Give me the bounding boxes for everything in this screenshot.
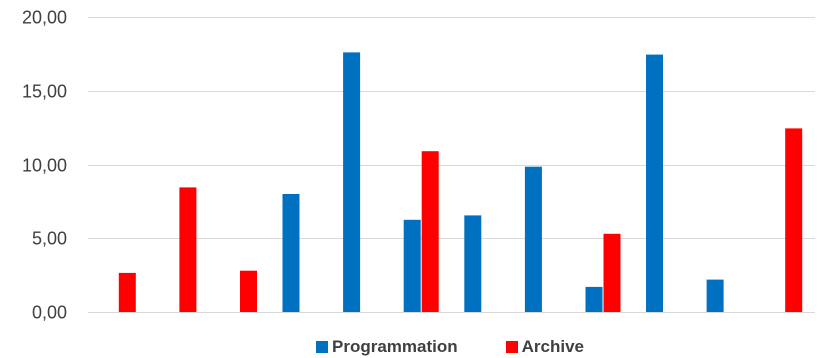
y-tick-label: 15,00 <box>22 82 67 102</box>
bar-archive <box>421 151 439 312</box>
bar-archive <box>179 187 197 312</box>
y-tick-label: 5,00 <box>32 229 67 249</box>
bar-programmation <box>464 215 482 312</box>
bar-archive <box>603 233 621 312</box>
gridlines <box>88 17 815 313</box>
legend: Programmation Archive <box>316 336 584 358</box>
bar-programmation <box>585 286 603 312</box>
bar-programmation <box>403 219 421 312</box>
bar-programmation <box>282 194 300 312</box>
legend-item-archive: Archive <box>505 337 585 357</box>
y-tick-label: 20,00 <box>22 8 67 28</box>
legend-label-archive: Archive <box>521 337 585 356</box>
y-tick-label: 0,00 <box>32 303 67 323</box>
legend-swatch-programmation <box>316 341 328 353</box>
y-axis-ticks: 0,00 5,00 10,00 15,00 20,00 <box>22 8 67 323</box>
bars <box>118 52 803 313</box>
bar-programmation <box>343 52 361 313</box>
bar-programmation <box>646 54 663 312</box>
legend-item-programmation: Programmation <box>316 337 458 357</box>
bar-archive <box>785 128 803 312</box>
bar-archive <box>118 272 136 312</box>
legend-swatch-archive <box>505 341 518 353</box>
legend-label-programmation: Programmation <box>332 337 458 356</box>
bar-programmation <box>706 279 724 312</box>
y-tick-label: 10,00 <box>22 156 67 176</box>
bar-programmation <box>524 166 542 312</box>
bar-archive <box>240 270 257 312</box>
